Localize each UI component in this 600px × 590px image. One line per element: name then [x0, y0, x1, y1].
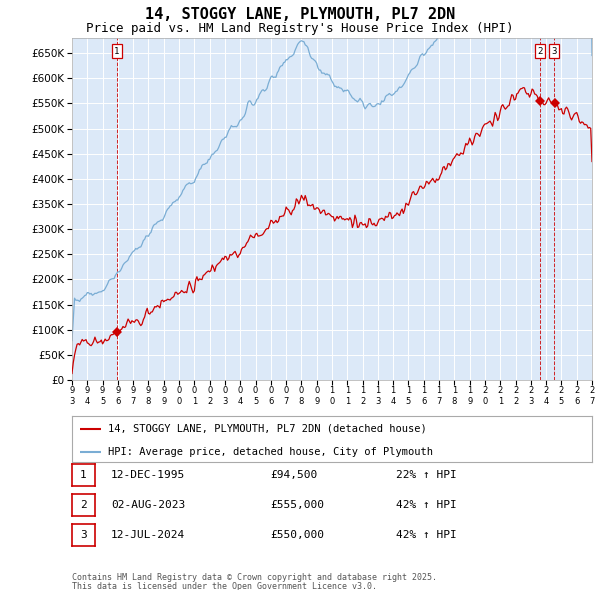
Text: 22% ↑ HPI: 22% ↑ HPI: [396, 470, 457, 480]
Text: 2: 2: [80, 500, 87, 510]
Text: 3: 3: [80, 530, 87, 540]
Text: HPI: Average price, detached house, City of Plymouth: HPI: Average price, detached house, City…: [109, 447, 433, 457]
Text: 2: 2: [537, 47, 542, 55]
Text: 3: 3: [552, 47, 557, 55]
Text: 1: 1: [80, 470, 87, 480]
Text: £550,000: £550,000: [270, 530, 324, 540]
Text: This data is licensed under the Open Government Licence v3.0.: This data is licensed under the Open Gov…: [72, 582, 377, 590]
Text: £555,000: £555,000: [270, 500, 324, 510]
Text: 42% ↑ HPI: 42% ↑ HPI: [396, 500, 457, 510]
Text: 12-JUL-2024: 12-JUL-2024: [111, 530, 185, 540]
Text: Price paid vs. HM Land Registry's House Price Index (HPI): Price paid vs. HM Land Registry's House …: [86, 22, 514, 35]
Text: 14, STOGGY LANE, PLYMOUTH, PL7 2DN (detached house): 14, STOGGY LANE, PLYMOUTH, PL7 2DN (deta…: [109, 424, 427, 434]
Text: 12-DEC-1995: 12-DEC-1995: [111, 470, 185, 480]
Text: 14, STOGGY LANE, PLYMOUTH, PL7 2DN: 14, STOGGY LANE, PLYMOUTH, PL7 2DN: [145, 7, 455, 22]
Text: 42% ↑ HPI: 42% ↑ HPI: [396, 530, 457, 540]
Text: £94,500: £94,500: [270, 470, 317, 480]
Text: 02-AUG-2023: 02-AUG-2023: [111, 500, 185, 510]
Text: 1: 1: [114, 47, 119, 55]
Text: Contains HM Land Registry data © Crown copyright and database right 2025.: Contains HM Land Registry data © Crown c…: [72, 573, 437, 582]
